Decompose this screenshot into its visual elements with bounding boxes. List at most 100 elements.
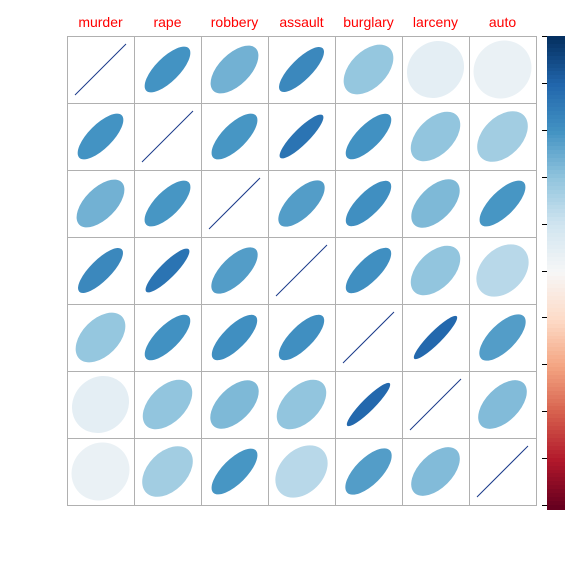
correlation-ellipse [402,170,469,237]
correlation-ellipse [335,438,402,505]
matrix-cell [469,304,536,371]
matrix-cell [402,36,469,103]
matrix-cell [335,237,402,304]
correlation-ellipse [134,371,201,438]
correlation-ellipse [402,304,469,371]
correlation-ellipse [335,371,402,438]
colorbar-tick [542,224,547,225]
matrix-cell [469,103,536,170]
matrix-cell [268,438,335,505]
correlation-ellipse [134,438,201,505]
grid-line-horizontal [67,505,537,506]
matrix-cell [201,371,268,438]
matrix-cell [469,170,536,237]
correlation-ellipse [469,170,536,237]
matrix-cell [402,170,469,237]
colorbar-tick [542,271,547,272]
matrix-cell [67,237,134,304]
diagonal-line [67,36,134,103]
correlation-ellipse [469,304,536,371]
matrix-cell [201,103,268,170]
colorbar-tick [542,458,547,459]
diagonal-line [201,170,268,237]
matrix-cell [469,438,536,505]
matrix-cell [268,304,335,371]
correlation-ellipse [134,304,201,371]
matrix-cell [335,103,402,170]
colorbar-tick [542,130,547,131]
matrix-cell [134,371,201,438]
correlation-ellipse [134,36,201,103]
matrix-cell [335,371,402,438]
matrix-cell [134,103,201,170]
matrix-cell [134,36,201,103]
correlation-ellipse [402,237,469,304]
colorbar-tick [542,411,547,412]
matrix-cell [268,36,335,103]
correlation-ellipse [335,237,402,304]
matrix-cell [402,237,469,304]
matrix-cell [402,304,469,371]
colorbar [547,36,565,505]
diagonal-line [335,304,402,371]
column-label: larceny [413,14,458,30]
diagonal-line [402,371,469,438]
matrix-cell [201,237,268,304]
correlation-ellipse [67,237,134,304]
colorbar-tick [542,364,547,365]
matrix-cell [469,36,536,103]
correlation-ellipse [201,371,268,438]
correlation-ellipse [67,371,134,438]
correlation-ellipse [268,438,335,505]
correlation-ellipse [201,103,268,170]
matrix-cell [335,36,402,103]
column-label: robbery [211,14,258,30]
correlation-ellipse [67,170,134,237]
matrix-cell [67,371,134,438]
column-label: assault [279,14,323,30]
diagonal-line [469,438,536,505]
correlation-ellipse [469,103,536,170]
correlation-ellipse [67,438,134,505]
matrix-cell [134,304,201,371]
column-label: burglary [343,14,394,30]
correlation-ellipse [201,304,268,371]
correlation-ellipse [402,103,469,170]
diagonal-line [268,237,335,304]
matrix-cell [402,103,469,170]
column-label: murder [78,14,122,30]
correlation-ellipse [335,170,402,237]
matrix-cell [268,237,335,304]
matrix-cell [469,371,536,438]
matrix-cell [268,170,335,237]
matrix-cell [67,438,134,505]
matrix-cell [201,36,268,103]
correlation-ellipse [469,371,536,438]
correlation-ellipse [335,36,402,103]
diagonal-line [134,103,201,170]
correlation-ellipse [402,36,469,103]
colorbar-tick [542,505,547,506]
matrix-cell [335,438,402,505]
correlation-ellipse [134,237,201,304]
grid-line-vertical [536,36,537,505]
correlation-ellipse [335,103,402,170]
matrix-cell [335,170,402,237]
column-label: auto [489,14,516,30]
matrix-cell [335,304,402,371]
matrix-cell [134,170,201,237]
matrix-cell [134,237,201,304]
colorbar-tick [542,36,547,37]
matrix-cell [402,371,469,438]
correlation-ellipse [201,36,268,103]
correlation-ellipse [67,304,134,371]
correlation-ellipse [268,103,335,170]
correlation-ellipse [469,36,536,103]
matrix-cell [134,438,201,505]
colorbar-tick [542,317,547,318]
matrix-cell [268,371,335,438]
correlation-ellipse [268,36,335,103]
correlation-ellipse [134,170,201,237]
matrix-cell [201,304,268,371]
matrix-cell [67,304,134,371]
